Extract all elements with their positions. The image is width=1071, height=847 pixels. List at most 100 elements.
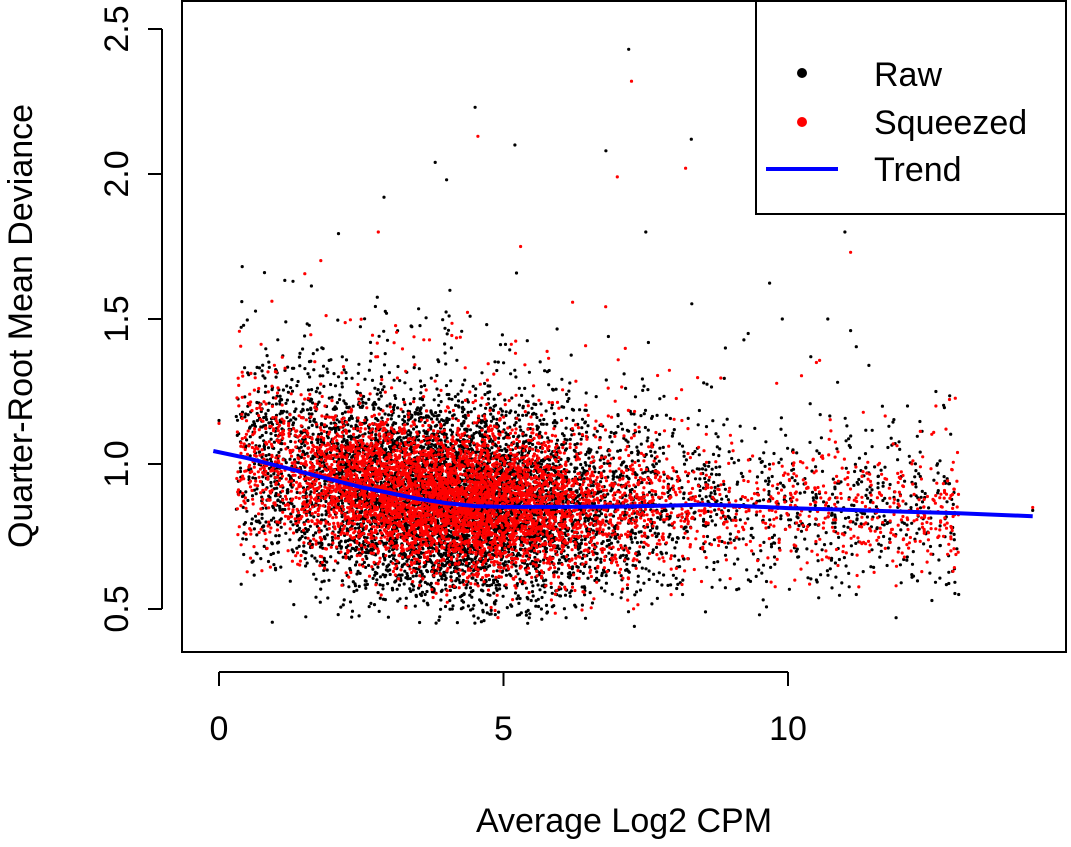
raw-point xyxy=(754,574,758,579)
raw-point xyxy=(822,500,826,504)
raw-point xyxy=(304,491,308,495)
raw-point xyxy=(833,515,837,519)
raw-point xyxy=(382,385,386,389)
raw-point xyxy=(519,428,523,432)
raw-point xyxy=(412,584,416,588)
raw-point xyxy=(759,549,763,553)
raw-point xyxy=(758,499,762,503)
raw-point xyxy=(711,419,715,423)
raw-point xyxy=(507,560,511,564)
raw-point xyxy=(831,477,835,481)
raw-point xyxy=(583,564,587,569)
raw-point xyxy=(764,579,769,584)
raw-point xyxy=(408,402,412,406)
raw-point xyxy=(609,430,613,434)
raw-point xyxy=(528,427,533,431)
raw-point xyxy=(235,418,240,422)
raw-point xyxy=(728,537,732,541)
raw-point xyxy=(573,553,577,557)
raw-point xyxy=(887,424,891,428)
raw-point xyxy=(826,573,830,577)
raw-point xyxy=(485,611,489,615)
raw-point xyxy=(555,570,559,574)
raw-point xyxy=(879,543,883,547)
raw-point xyxy=(353,582,357,586)
raw-point xyxy=(869,565,873,569)
raw-point xyxy=(355,419,359,423)
raw-point xyxy=(278,508,282,512)
raw-point xyxy=(348,600,353,604)
raw-point xyxy=(828,567,832,571)
raw-point xyxy=(518,547,523,551)
raw-point xyxy=(406,418,410,422)
raw-point xyxy=(707,478,711,482)
raw-point xyxy=(464,416,468,420)
raw-point xyxy=(755,475,760,479)
raw-point xyxy=(595,556,599,560)
raw-point xyxy=(340,355,344,359)
raw-point xyxy=(474,555,478,560)
raw-point xyxy=(640,566,644,570)
raw-point xyxy=(503,398,507,402)
raw-point xyxy=(917,472,921,476)
raw-point xyxy=(641,388,645,392)
raw-point xyxy=(662,394,666,398)
raw-point xyxy=(387,445,392,449)
raw-point xyxy=(269,484,273,488)
raw-point xyxy=(702,381,706,385)
raw-point xyxy=(319,423,324,427)
raw-point xyxy=(482,619,486,623)
raw-point xyxy=(700,497,704,501)
raw-point xyxy=(267,365,271,369)
raw-point xyxy=(449,346,453,350)
raw-point xyxy=(295,530,299,534)
raw-point xyxy=(325,568,329,572)
raw-point xyxy=(568,437,572,441)
raw-point xyxy=(942,475,946,479)
raw-point xyxy=(597,578,601,582)
raw-point xyxy=(886,445,890,450)
raw-point xyxy=(316,441,320,445)
raw-point xyxy=(263,376,267,380)
raw-point xyxy=(814,492,818,497)
raw-point xyxy=(243,395,247,399)
raw-point xyxy=(355,522,360,526)
raw-point xyxy=(506,433,510,437)
raw-point xyxy=(808,402,812,406)
raw-point xyxy=(730,456,734,461)
raw-point xyxy=(302,544,306,548)
raw-point xyxy=(261,482,265,487)
raw-point xyxy=(306,388,311,392)
raw-point xyxy=(272,563,276,567)
raw-point xyxy=(547,383,551,387)
raw-point xyxy=(690,302,694,306)
raw-point xyxy=(305,561,309,565)
raw-point xyxy=(424,316,428,320)
raw-point xyxy=(451,414,455,418)
raw-point xyxy=(825,569,830,573)
raw-point xyxy=(696,423,700,427)
raw-point xyxy=(449,571,453,575)
raw-point xyxy=(642,581,646,585)
raw-point xyxy=(434,621,438,625)
raw-point xyxy=(461,578,465,583)
raw-point xyxy=(735,509,739,513)
raw-point xyxy=(560,582,564,586)
raw-point xyxy=(375,392,379,396)
raw-point xyxy=(380,416,384,420)
raw-point xyxy=(419,385,423,389)
raw-point xyxy=(401,410,405,414)
raw-point xyxy=(830,556,834,561)
raw-point xyxy=(551,462,555,466)
raw-point xyxy=(394,541,398,545)
raw-point xyxy=(304,615,308,619)
raw-point xyxy=(816,559,820,563)
raw-point xyxy=(553,469,557,473)
raw-point xyxy=(599,480,603,484)
raw-point xyxy=(876,474,881,478)
raw-point xyxy=(347,585,351,589)
raw-point xyxy=(647,490,652,494)
raw-point xyxy=(405,572,409,576)
raw-point xyxy=(767,462,772,466)
raw-point xyxy=(402,436,406,440)
